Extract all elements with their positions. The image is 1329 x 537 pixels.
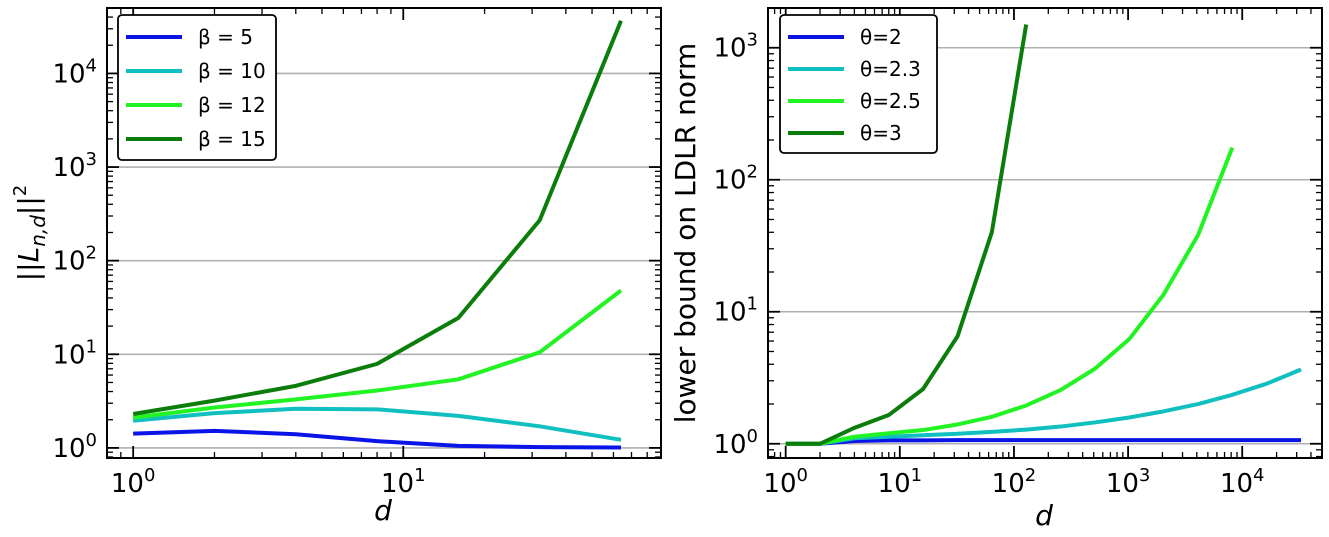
legend-box	[117, 14, 277, 161]
tick-label: 101	[878, 465, 923, 499]
tick-label: 100	[111, 465, 156, 499]
series-group	[132, 20, 623, 450]
tick-label: 102	[713, 162, 758, 196]
series-line-1	[133, 428, 622, 450]
series-line-4	[785, 24, 1029, 446]
legend-label: β = 5	[198, 25, 253, 49]
tick-label: 100	[52, 430, 97, 464]
tick-label: 104	[52, 55, 97, 89]
tick-label: 100	[713, 426, 758, 460]
series-line-2	[132, 406, 622, 442]
legend-label: θ=2.5	[860, 89, 921, 113]
tick-label: 103	[1106, 465, 1151, 499]
legend-label: θ=2	[860, 25, 902, 49]
tick-label: 101	[381, 465, 426, 499]
series-line-1	[785, 438, 1302, 446]
tick-label: 101	[52, 336, 97, 370]
series-line-2	[785, 367, 1302, 446]
y-axis-label: lower bound on LDLR norm	[669, 43, 702, 424]
tick-label: 103	[713, 30, 758, 64]
legend: β = 5 β = 10 β = 12 β = 15	[117, 14, 277, 161]
x-axis-label: d	[374, 494, 392, 527]
legend-label: β = 10	[198, 59, 266, 83]
tick-label: 104	[1220, 465, 1265, 499]
x-axis-label: d	[1035, 499, 1053, 532]
series-line-3	[132, 288, 623, 420]
series-group	[785, 24, 1302, 446]
tick-label: 100	[763, 465, 808, 499]
series-line-3	[785, 146, 1235, 446]
tick-label: 101	[713, 294, 758, 328]
legend-label: θ=3	[860, 121, 902, 145]
right-chart-panel: 100 101 102 103 100 101 102 103 104 d lower bound …	[669, 7, 1323, 532]
tick-label: 103	[52, 149, 97, 183]
legend-label: β = 12	[198, 93, 266, 117]
legend-label: θ=2.3	[860, 57, 921, 81]
series-line-4	[132, 20, 623, 417]
legend-box	[779, 14, 938, 154]
legend-label: β = 15	[198, 127, 266, 151]
plot-frame	[767, 7, 1323, 459]
legend: θ=2 θ=2.3 θ=2.5 θ=3	[779, 14, 938, 154]
tick-label: 102	[52, 243, 97, 277]
tick-label: 102	[992, 465, 1037, 499]
y-axis-label: ||Ln,d||2	[10, 185, 50, 282]
